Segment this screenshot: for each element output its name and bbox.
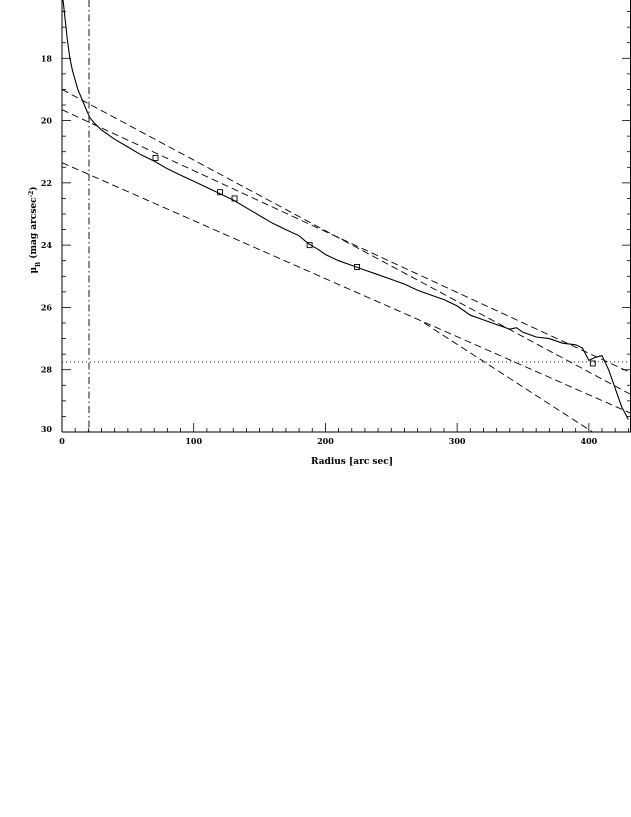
- y-tick-label: 18: [41, 53, 53, 63]
- y-axis-title-sub: B: [35, 262, 42, 267]
- y-tick-label: 24: [41, 240, 53, 250]
- x-tick-label: 400: [581, 436, 598, 446]
- y-tick-label: 30: [41, 424, 53, 434]
- data-point-marker: [231, 195, 238, 202]
- y-axis-title-close: ): [28, 186, 39, 190]
- data-point-marker: [306, 242, 313, 249]
- fit-line-4: [423, 322, 594, 432]
- y-tick-label: 26: [41, 302, 53, 312]
- x-tick-label: 200: [317, 436, 334, 446]
- fit-line-3: [62, 162, 631, 414]
- data-point-marker: [217, 189, 224, 196]
- plot-area: [62, 0, 631, 432]
- y-axis-title-text: (mag arcsec: [28, 197, 39, 262]
- x-tick-label: 100: [185, 436, 202, 446]
- fit-line-1: [62, 89, 631, 395]
- y-tick-label: 28: [41, 365, 53, 375]
- y-tick-label: 22: [41, 178, 52, 188]
- x-axis-title: Radius [arc sec]: [311, 457, 393, 467]
- y-axis-title-sup: -2: [28, 191, 35, 198]
- axes: 0 100 200 300 400 16 18 20 22 24 26 28 30: [41, 0, 631, 446]
- y-tick-label: 16: [41, 0, 53, 1]
- data-point-marker: [589, 360, 596, 367]
- profile-line: [62, 0, 629, 420]
- data-point-marker: [152, 154, 159, 161]
- y-tick-label: 20: [41, 116, 53, 126]
- x-tick-label: 300: [449, 436, 466, 446]
- x-tick-label: 0: [59, 436, 65, 446]
- y-axis-title: μB (mag arcsec-2): [28, 186, 42, 273]
- data-point-marker: [354, 263, 360, 270]
- y-axis-title-symbol: μ: [29, 267, 39, 274]
- fit-line-2: [62, 109, 631, 374]
